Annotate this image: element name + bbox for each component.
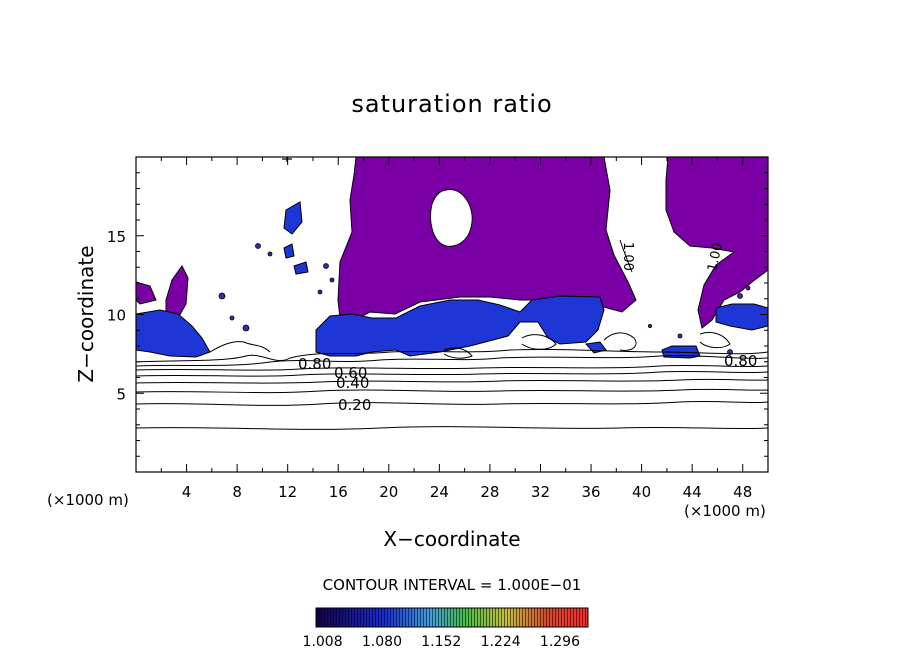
colorbar-stripes xyxy=(316,608,588,627)
top-mark xyxy=(282,157,292,162)
colorbar-label: 1.080 xyxy=(362,634,402,650)
contour-label: 0.60 xyxy=(334,364,367,382)
x-tick-label: 40 xyxy=(632,483,651,501)
saturated-region xyxy=(136,157,768,329)
y-tick-label: 10 xyxy=(107,307,126,325)
y-axis-title: Z−coordinate xyxy=(74,245,98,382)
colorbar-label: 1.296 xyxy=(540,634,580,650)
cloud-specks xyxy=(218,243,751,355)
contour-label: 0.80 xyxy=(298,355,331,373)
x-tick-label: 28 xyxy=(480,483,499,501)
cloud-right xyxy=(665,157,768,329)
x-tick-label: 20 xyxy=(379,483,398,501)
colorbar-labels: 1.008 1.080 1.152 1.224 1.296 xyxy=(303,634,581,650)
colorbar-frame xyxy=(315,607,589,628)
contour-interval-note: CONTOUR INTERVAL = 1.000E−01 xyxy=(323,576,582,594)
plot-area: 0.80 0.60 0.40 0.20 1.00 1.00 0.80 xyxy=(136,157,768,472)
x-tick-label: 8 xyxy=(232,483,242,501)
y-tick-label: 15 xyxy=(107,228,126,246)
x-tick-label: 16 xyxy=(329,483,348,501)
contour-label: 0.20 xyxy=(338,396,371,414)
cloud-hole xyxy=(430,189,473,247)
contour-label: 0.80 xyxy=(724,352,757,370)
cloud-left-edge xyxy=(136,281,157,305)
x-tick-label: 36 xyxy=(581,483,600,501)
x-tick-label: 12 xyxy=(278,483,297,501)
x-axis-title: X−coordinate xyxy=(383,527,520,551)
colorbar xyxy=(315,607,589,628)
x-tick-label: 4 xyxy=(182,483,192,501)
colorbar-label: 1.152 xyxy=(421,634,461,650)
x-tick-label: 24 xyxy=(430,483,449,501)
x-unit-label: (×1000 m) xyxy=(684,502,766,520)
contour-label: 0.40 xyxy=(336,374,369,392)
contour-label: 1.00 xyxy=(620,242,635,271)
x-tick-label: 48 xyxy=(733,483,752,501)
chart-title: saturation ratio xyxy=(351,90,552,118)
contour-lines xyxy=(136,239,768,430)
z-unit-label: (×1000 m) xyxy=(47,491,129,509)
cloud-main xyxy=(337,157,637,321)
x-tick-label: 32 xyxy=(531,483,550,501)
colorbar-label: 1.008 xyxy=(303,634,343,650)
x-tick-label: 44 xyxy=(683,483,702,501)
contour-label: 1.00 xyxy=(705,241,726,272)
y-axis: 5 10 15 xyxy=(107,172,768,457)
y-tick-label: 5 xyxy=(116,385,126,403)
x-axis: 4 8 12 16 20 24 28 32 36 40 44 48 xyxy=(160,157,752,501)
colorbar-label: 1.224 xyxy=(481,634,521,650)
